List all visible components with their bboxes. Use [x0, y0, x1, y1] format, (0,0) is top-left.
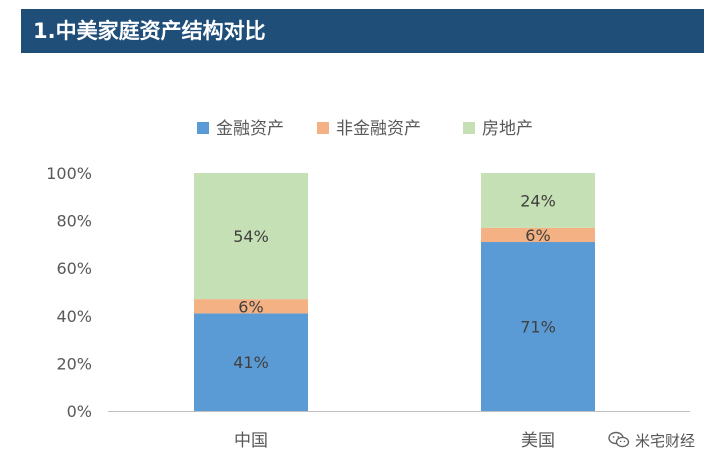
bar-segment: [194, 299, 308, 314]
page-title: 1.中美家庭资产结构对比: [33, 19, 266, 43]
legend-label: 金融资产: [216, 119, 284, 139]
legend-swatch: [463, 122, 475, 134]
bar-segment: [481, 173, 595, 228]
y-tick-label: 60%: [56, 259, 92, 278]
data-label: 6%: [525, 226, 550, 245]
y-tick-label: 40%: [56, 307, 92, 326]
title-banner: 1.中美家庭资产结构对比: [21, 9, 704, 53]
bar-segment: [481, 227, 595, 243]
x-category-label: 美国: [521, 431, 555, 451]
y-tick-label: 80%: [56, 212, 92, 231]
y-tick-label: 100%: [46, 164, 92, 183]
legend-label: 房地产: [482, 119, 533, 139]
data-label: 41%: [233, 353, 269, 372]
data-label: 24%: [520, 191, 556, 210]
data-label: 6%: [238, 297, 263, 316]
data-label: 71%: [520, 318, 556, 337]
legend-swatch: [317, 122, 329, 134]
data-label: 54%: [233, 227, 269, 246]
y-tick-label: 0%: [67, 402, 92, 421]
watermark-text: 米宅财经: [635, 431, 696, 450]
x-category-label: 中国: [234, 431, 268, 451]
bar-segment: [194, 313, 308, 411]
bar-segment: [194, 173, 308, 300]
legend-swatch: [197, 122, 209, 134]
legend-label: 非金融资产: [336, 119, 421, 139]
watermark: 米宅财经: [608, 428, 695, 452]
wechat-icon: [608, 431, 630, 448]
bar-segment: [481, 242, 595, 411]
y-tick-label: 20%: [56, 354, 92, 373]
